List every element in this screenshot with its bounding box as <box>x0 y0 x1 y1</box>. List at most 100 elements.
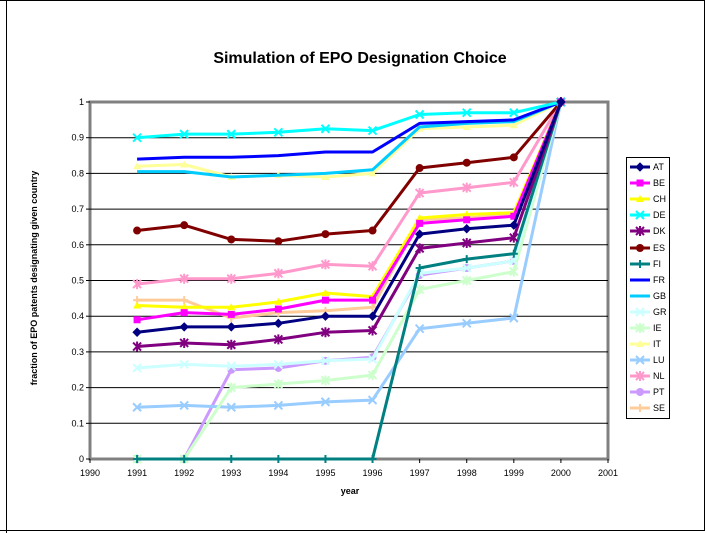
data-point-dk <box>273 334 284 345</box>
legend-swatch-gb <box>630 294 650 298</box>
legend-swatch-pt <box>630 388 650 397</box>
legend-swatch-de <box>630 210 650 221</box>
legend-item-nl: NL <box>627 368 669 384</box>
data-point-at <box>367 311 378 321</box>
data-point-dk <box>509 232 519 243</box>
data-point-de <box>509 108 519 118</box>
legend-item-fi: FI <box>627 256 669 272</box>
legend-swatch-lu <box>630 355 650 365</box>
x-tick-label: 1998 <box>457 468 477 478</box>
data-point-be <box>463 216 471 224</box>
data-point-fi <box>274 455 283 463</box>
legend-item-dk: DK <box>627 223 669 239</box>
data-point-lu <box>132 402 142 412</box>
data-point-de <box>179 129 189 139</box>
legend-swatch-it <box>630 340 650 348</box>
x-tick-label: 2000 <box>551 468 571 478</box>
data-point-ie <box>462 275 472 286</box>
legend-label: PT <box>653 387 665 398</box>
data-point-gr <box>462 263 472 273</box>
data-point-ch <box>133 301 142 309</box>
legend-marker <box>635 162 645 172</box>
legend-item-ie: IE <box>627 320 669 336</box>
data-point-be <box>510 212 518 220</box>
data-point-ch <box>462 210 471 218</box>
legend-marker <box>635 307 645 317</box>
data-point-nl <box>273 268 284 279</box>
data-point-dk <box>367 325 378 336</box>
y-tick-label: 0.7 <box>71 204 84 214</box>
data-point-ch <box>274 297 283 305</box>
data-point-se <box>368 303 377 312</box>
legend-item-it: IT <box>627 336 669 352</box>
legend-swatch-es <box>630 243 650 252</box>
data-point-de <box>414 109 425 120</box>
frame-left-edge <box>6 0 7 533</box>
legend-item-lu: LU <box>627 352 669 368</box>
data-point-es <box>462 158 471 167</box>
data-point-at <box>179 322 189 332</box>
legend-item-be: BE <box>627 175 669 191</box>
legend-marker <box>636 259 644 268</box>
legend-marker <box>636 179 644 187</box>
legend-label: GB <box>653 290 667 301</box>
data-point-de <box>320 124 331 134</box>
legend-item-gb: GB <box>627 288 669 304</box>
data-point-nl <box>462 182 472 193</box>
series-dk <box>132 97 566 352</box>
y-tick-label: 0.2 <box>71 383 84 393</box>
series-at <box>132 97 566 337</box>
series-line-ch <box>137 101 563 309</box>
data-point-ie <box>273 379 284 390</box>
data-point-it <box>368 169 377 177</box>
legend-item-es: ES <box>627 239 669 255</box>
series-fr <box>137 100 562 161</box>
x-tick-label: 2001 <box>598 468 618 478</box>
data-point-de <box>132 132 142 143</box>
legend-marker <box>636 195 644 203</box>
data-point-ch <box>321 288 330 296</box>
data-point-at <box>509 220 519 230</box>
data-point-fi <box>462 255 471 264</box>
data-point-lu <box>226 402 236 412</box>
legend-swatch-se <box>630 404 650 413</box>
x-tick-label: 1990 <box>80 468 100 478</box>
legend-item-fr: FR <box>627 272 669 288</box>
legend-label: LU <box>653 355 665 366</box>
series-line-es <box>136 101 563 243</box>
data-point-at <box>414 229 425 239</box>
data-point-ie <box>320 375 331 386</box>
data-point-at <box>273 318 284 329</box>
legend-label: DK <box>653 226 666 237</box>
legend-label: AT <box>653 162 664 173</box>
data-point-it <box>509 121 518 129</box>
chart-title: Simulation of EPO Designation Choice <box>213 50 507 67</box>
legend-label: CH <box>653 194 666 205</box>
series-line-it <box>137 100 562 179</box>
series-line-gb <box>137 100 562 179</box>
data-point-es <box>133 226 142 235</box>
series-de <box>132 97 566 143</box>
series-line-nl <box>136 101 563 286</box>
series-line-dk <box>136 101 563 348</box>
legend-label: IT <box>653 339 661 350</box>
data-point-fi <box>227 455 236 463</box>
data-point-ie <box>367 370 378 381</box>
data-point-be <box>180 309 188 317</box>
data-point-ch <box>227 303 236 311</box>
data-point-nl <box>320 259 331 270</box>
series-gr <box>132 97 566 373</box>
series-line-at <box>136 101 563 334</box>
series-line-ie <box>137 101 563 461</box>
data-point-gr <box>226 361 236 371</box>
y-tick-label: 0.5 <box>71 276 84 286</box>
data-point-fi <box>133 455 142 463</box>
data-point-es <box>415 164 424 173</box>
x-tick-label: 1999 <box>504 468 524 478</box>
data-point-gr <box>509 256 519 266</box>
legend-label: FI <box>653 258 661 269</box>
legend-swatch-nl <box>630 371 650 382</box>
legend-label: IE <box>653 322 662 333</box>
y-tick-label: 1 <box>79 97 84 107</box>
